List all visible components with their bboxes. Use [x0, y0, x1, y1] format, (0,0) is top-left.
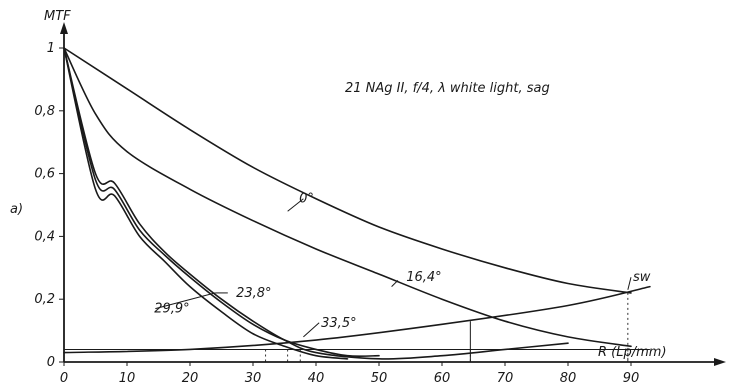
label-leader [303, 322, 320, 338]
x-tick-label: 20 [182, 371, 199, 386]
series-line [63, 47, 632, 294]
panel-label: a) [10, 202, 23, 217]
x-tick-label: 30 [245, 371, 262, 386]
y-tick-label: 1 [47, 41, 55, 56]
x-axis-label: R (Lp/mm) [598, 345, 667, 360]
drop-lines [265, 292, 629, 362]
series-line [63, 47, 349, 360]
chart-title: 21 NAg II, f/4, λ white light, sag [345, 81, 550, 96]
y-tick-label: 0,6 [34, 167, 55, 182]
curve-labels: 0° 16,4° 23,8° 29,9° 33,5° sw [154, 192, 651, 338]
curve-label: 16,4° [406, 270, 441, 285]
x-tick-label: 50 [371, 371, 388, 386]
x-tick-label: 10 [119, 371, 136, 386]
curve-label: 0° [299, 192, 314, 207]
x-axis-arrow [714, 358, 726, 366]
x-tick-label: 0 [60, 371, 68, 386]
curve-label: 23,8° [236, 286, 271, 301]
series-line [63, 47, 380, 357]
mtf-curves [63, 47, 651, 360]
y-axis-label: MTF [44, 9, 71, 24]
label-leader [391, 280, 399, 287]
x-tick-label: 90 [623, 371, 640, 386]
x-tick-label: 60 [434, 371, 451, 386]
series-line [63, 47, 569, 360]
series-line [63, 47, 632, 348]
curve-label: 29,9° [154, 302, 189, 317]
label-leader [287, 198, 304, 212]
x-tick-label: 40 [308, 371, 325, 386]
tick-labels: 0 10 20 30 40 50 60 70 80 90 0 0,2 0,4 0,6 0,8 1 [34, 41, 639, 386]
y-tick-label: 0,2 [34, 292, 55, 307]
curve-label: 33,5° [321, 316, 356, 331]
y-axis-arrow [60, 22, 68, 34]
y-tick-label: 0,4 [34, 229, 55, 244]
series-line [63, 285, 651, 354]
y-tick-label: 0 [47, 355, 55, 370]
label-leader [155, 292, 216, 310]
x-tick-label: 70 [497, 371, 514, 386]
tick-marks [59, 47, 632, 366]
label-leader [627, 277, 632, 290]
curve-label: sw [633, 270, 651, 285]
y-tick-label: 0,8 [34, 104, 55, 119]
x-tick-label: 80 [560, 371, 577, 386]
